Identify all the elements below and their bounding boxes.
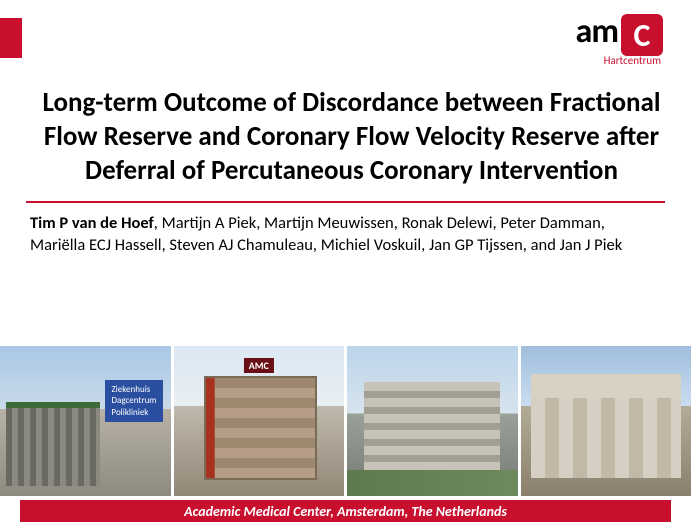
footer-bar: Academic Medical Center, Amsterdam, The …	[20, 500, 671, 522]
photo-strip: AMC	[0, 346, 691, 496]
title-block: Long-term Outcome of Discordance between…	[0, 86, 691, 187]
slide-container: am C Hartcentrum Long-term Outcome of Di…	[0, 0, 691, 532]
author-list: Tim P van de Hoef, Martijn A Piek, Marti…	[0, 213, 691, 256]
slide-title: Long-term Outcome of Discordance between…	[30, 86, 673, 187]
title-divider	[26, 201, 665, 203]
logo-text-am: am	[576, 11, 618, 52]
photo-building-facade	[521, 346, 691, 496]
photo-campus-distant	[347, 346, 518, 496]
institution-logo: am C Hartcentrum	[503, 10, 663, 70]
footer-text: Academic Medical Center, Amsterdam, The …	[184, 503, 507, 520]
logo-text-c: C	[621, 14, 663, 56]
accent-tab	[0, 18, 22, 58]
photo-amc-building-front: AMC	[174, 346, 345, 496]
logo-wordmark: am C	[576, 10, 663, 52]
amc-sign-text: AMC	[244, 358, 274, 373]
photo-hospital-signage	[0, 346, 171, 496]
lead-author: Tim P van de Hoef	[30, 213, 154, 233]
